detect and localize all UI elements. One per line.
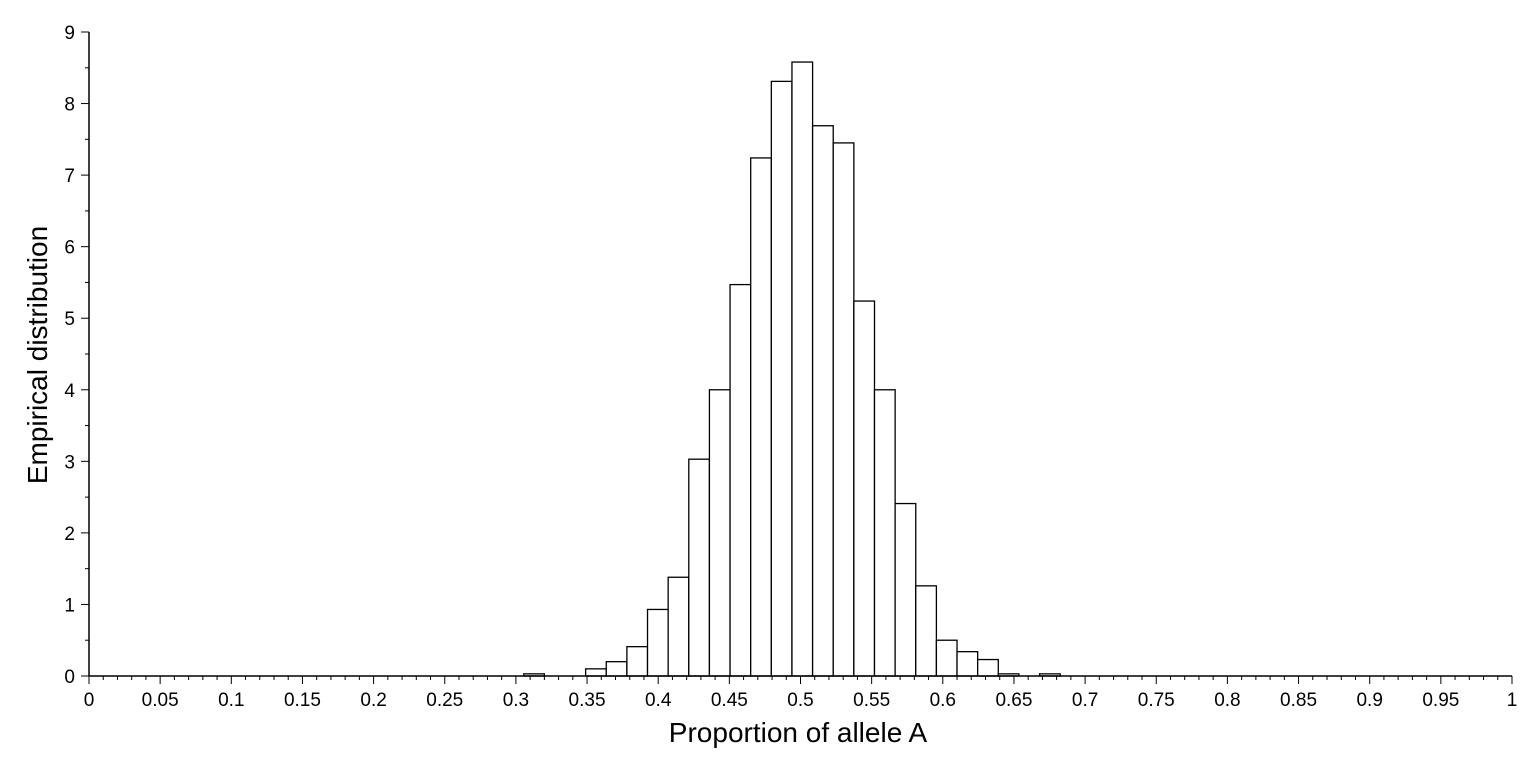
histogram-bar-2 [605, 661, 628, 677]
histogram-bar-13 [832, 142, 855, 677]
x-axis-ticks: 0 0.05 0.1 0.15 0.2 0.25 0.3 0.35 0.4 0.45 0.5 0.55… [84, 676, 1518, 711]
histogram-bar-19 [956, 651, 979, 677]
histogram-bar-4 [646, 608, 669, 677]
histogram-bar-3 [626, 646, 649, 677]
histogram-bar-9 [750, 157, 772, 677]
x-tick-label: 0.25 [426, 690, 463, 711]
histogram-bar-5 [667, 576, 690, 677]
x-tick-label: 0.5 [787, 690, 813, 711]
y-tick-label: 3 [64, 452, 75, 473]
y-tick-label: 5 [64, 309, 75, 330]
x-tick-label: 0.6 [930, 690, 956, 711]
x-tick-label: 0.05 [142, 690, 179, 711]
histogram-bar-11 [791, 61, 814, 677]
histogram-bar-12 [811, 125, 834, 677]
x-tick-label: 0.8 [1214, 690, 1240, 711]
histogram-bar-17 [915, 585, 938, 677]
x-tick-label: 0.75 [1138, 690, 1175, 711]
histogram-bar-15 [873, 389, 896, 677]
x-tick-label: 0 [84, 690, 95, 711]
x-tick-label: 0.85 [1280, 690, 1317, 711]
x-tick-label: 0.7 [1072, 690, 1098, 711]
y-tick-label: 9 [64, 23, 75, 44]
x-tick-label: 0.2 [360, 690, 386, 711]
y-tick-label: 8 [64, 95, 75, 116]
histogram-bar-10 [770, 80, 793, 677]
histogram-bar-16 [894, 502, 917, 677]
x-tick-label: 0.4 [645, 690, 672, 711]
x-tick-label: 0.1 [218, 690, 244, 711]
histogram-bar-1 [584, 668, 607, 677]
y-tick-label: 7 [64, 166, 75, 187]
x-tick-label: 1 [1507, 690, 1518, 711]
x-tick-label: 0.35 [569, 690, 606, 711]
x-tick-label: 0.95 [1422, 690, 1459, 711]
x-tick-label: 0.15 [284, 690, 321, 711]
histogram-bar-6 [688, 458, 711, 677]
histogram-bar-20 [977, 658, 999, 677]
histogram-bar-18 [935, 639, 958, 677]
x-tick-label: 0.55 [853, 690, 890, 711]
histogram-bar-14 [853, 300, 876, 677]
y-axis-title: Empirical distribution [22, 226, 53, 484]
x-axis-title: Proportion of allele A [669, 717, 928, 748]
x-tick-label: 0.9 [1356, 690, 1382, 711]
histogram-bar-8 [729, 283, 752, 677]
x-tick-label: 0.65 [995, 690, 1032, 711]
histogram-bar-7 [708, 389, 731, 677]
x-tick-label: 0.45 [711, 690, 748, 711]
y-axis-ticks: 0 1 2 3 4 5 6 7 8 9 [64, 23, 89, 688]
histogram-bars [523, 61, 1061, 677]
y-tick-label: 6 [64, 238, 75, 259]
y-tick-label: 0 [64, 667, 75, 688]
y-tick-label: 2 [64, 524, 75, 545]
y-tick-label: 1 [64, 595, 75, 616]
x-tick-label: 0.3 [503, 690, 529, 711]
y-tick-label: 4 [64, 381, 75, 402]
